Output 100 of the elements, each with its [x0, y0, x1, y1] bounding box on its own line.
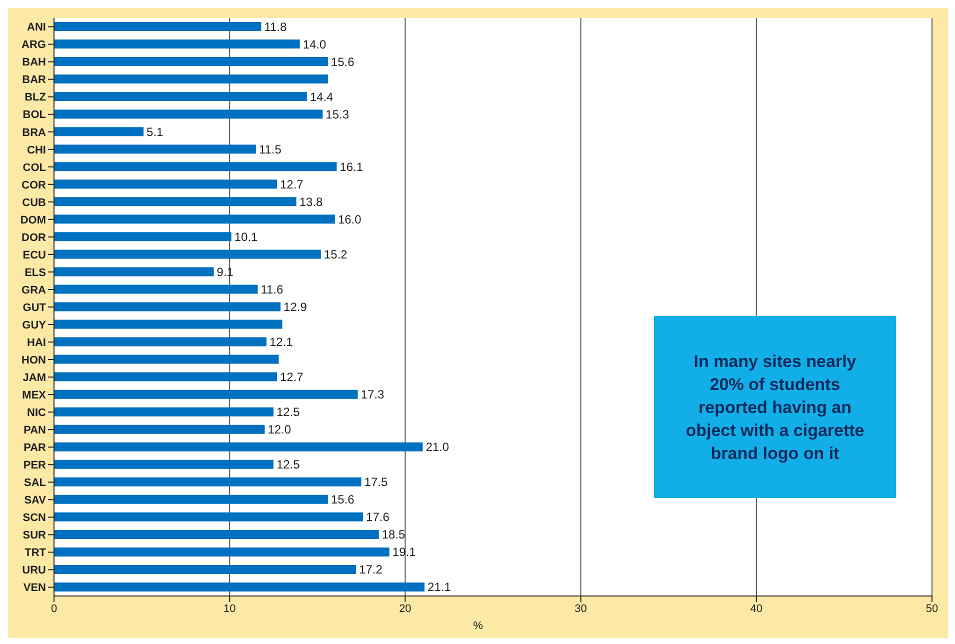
bar	[54, 582, 425, 592]
y-tick-label: URU	[22, 564, 46, 577]
y-tick-label: COL	[22, 162, 46, 174]
y-tick-label: NIC	[27, 406, 46, 419]
y-tick-label: ELS	[24, 266, 46, 279]
bar	[54, 337, 266, 346]
data-label: 17.5	[364, 475, 388, 490]
y-tick-label: PAR	[24, 442, 46, 454]
y-tick-label: BOL	[22, 109, 46, 122]
x-tick-label: 0	[50, 602, 58, 615]
y-tick-label: ARG	[22, 39, 46, 52]
bar	[54, 547, 390, 556]
bar	[54, 424, 265, 434]
data-label: 15.6	[330, 54, 355, 69]
data-label: 14.4	[310, 90, 334, 104]
data-label: 21.0	[426, 440, 450, 454]
bar	[54, 197, 296, 206]
bar	[54, 512, 364, 522]
y-tick-label: SAL	[24, 477, 46, 490]
y-tick-label: TRT	[24, 547, 46, 560]
data-label: 5.1	[146, 124, 164, 139]
bar	[54, 144, 256, 154]
bar	[54, 530, 379, 539]
data-label: 12.9	[284, 300, 308, 314]
y-tick-label: PAN	[24, 424, 46, 437]
data-label: 15.6	[330, 492, 355, 507]
data-label: 12.5	[276, 405, 300, 420]
bar	[54, 564, 356, 574]
y-tick-label: CHI	[27, 144, 46, 156]
data-label: 18.5	[382, 528, 406, 542]
bar	[54, 22, 262, 31]
bar	[54, 57, 328, 66]
data-label: 12.7	[280, 370, 304, 384]
y-tick-label: HON	[22, 354, 46, 366]
y-tick-label: JAM	[22, 372, 46, 384]
y-tick-label: SCN	[22, 512, 46, 524]
data-label: 12.0	[268, 422, 292, 437]
y-tick-label: BLZ	[24, 92, 46, 104]
y-tick-label: MEX	[22, 389, 47, 402]
data-label: 11.5	[258, 142, 282, 156]
y-tick-label: GUT	[22, 302, 46, 314]
data-label: 12.7	[280, 177, 304, 192]
bar	[54, 390, 358, 399]
x-tick-label: 30	[574, 602, 587, 615]
bar	[54, 442, 423, 452]
y-tick-label: BAR	[22, 74, 46, 86]
bar	[54, 372, 278, 382]
bar	[54, 267, 214, 276]
data-label: 12.5	[276, 458, 300, 472]
data-label: 15.3	[326, 107, 350, 122]
y-tick-label: PER	[23, 460, 46, 472]
data-label: 10.1	[234, 230, 258, 244]
data-label: 11.6	[260, 282, 284, 296]
bar	[54, 354, 279, 364]
bar	[54, 460, 274, 469]
y-tick-label: DOR	[22, 232, 46, 244]
data-label: 17.6	[366, 510, 390, 524]
bar	[54, 284, 258, 294]
bar	[54, 92, 307, 102]
data-label: 15.2	[324, 247, 348, 262]
bar	[54, 302, 281, 312]
data-label: 16.0	[338, 212, 362, 226]
y-tick-label: GUY	[22, 319, 47, 332]
y-tick-label: DOM	[20, 214, 46, 226]
x-tick-label: 10	[223, 602, 236, 615]
data-label: 17.3	[360, 388, 384, 402]
y-tick-label: CUB	[22, 196, 46, 209]
data-label: 11.8	[264, 20, 287, 34]
bar	[54, 232, 232, 242]
y-tick-label: HAI	[27, 336, 46, 349]
data-label: 13.8	[299, 194, 324, 209]
bar	[54, 407, 274, 416]
bar	[54, 477, 362, 486]
x-tick-label: 50	[926, 602, 938, 615]
y-tick-label: SAV	[24, 494, 47, 507]
x-tick-label: 40	[750, 602, 763, 615]
bar	[54, 214, 335, 224]
bar	[54, 320, 282, 329]
data-label: 12.1	[269, 335, 294, 350]
bar	[54, 40, 300, 49]
data-label: 16.1	[340, 160, 364, 174]
bar	[54, 180, 278, 189]
callout-box: In many sites nearly 20% of students reported having an object with a cigarette brand logo on it	[654, 316, 896, 498]
x-tick-label: 20	[399, 602, 412, 615]
bar	[54, 494, 328, 504]
data-label: 17.2	[359, 562, 383, 577]
data-label: 21.1	[428, 580, 452, 594]
y-tick-label: SUR	[22, 530, 46, 542]
y-tick-label: COR	[22, 179, 46, 192]
y-tick-label: BAH	[22, 56, 46, 69]
bar	[54, 110, 323, 119]
y-tick-label: GRA	[22, 284, 46, 296]
x-axis-title: %	[472, 620, 484, 632]
data-label: 14.0	[302, 37, 327, 52]
bar	[54, 250, 321, 259]
annotation: In many sites nearly 20% of students reported having an object with a cigarette brand logo on it	[684, 350, 866, 464]
y-tick-label: ANI	[27, 22, 46, 34]
bar	[54, 162, 337, 172]
y-tick-label: ECU	[22, 249, 46, 262]
bar	[54, 74, 328, 84]
